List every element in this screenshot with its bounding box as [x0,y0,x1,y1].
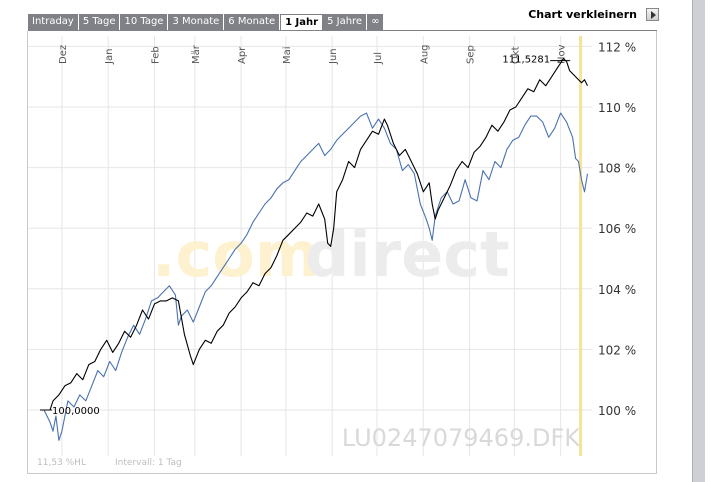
x-axis-labels: Dez Jan Feb Mär Apr Mai Jun Jul Aug Sep Okt Nov [58,44,568,65]
y-tick-label: 100 % [598,404,636,418]
y-tick-label: 104 % [598,283,636,297]
x-tick-label: Jun [328,48,339,65]
x-tick-label: Jul [373,52,384,65]
interval-info: Intervall: 1 Tag [115,458,182,468]
y-tick-label: 110 % [598,101,636,115]
watermark-direct: direct [305,218,510,291]
start-value-label: 100,0000 [52,406,100,417]
series-line-compare [43,112,589,441]
chart-frame [27,31,657,474]
y-tick-label: 112 % [598,40,636,54]
high-value-label: 111,5281 [502,55,550,66]
shrink-chart-label[interactable]: Chart verkleinern [528,8,637,21]
isin-watermark: LU0247079469.DFK [342,424,581,452]
x-tick-label: Aug [419,44,430,64]
chart-series [43,57,589,441]
tab-7[interactable]: ∞ [367,14,385,30]
page-scrollbar[interactable] [692,0,705,482]
tab-4[interactable]: 6 Monate [224,14,281,30]
tab-2[interactable]: 10 Tage [120,14,169,30]
chart-grid [28,36,592,456]
tab-1[interactable]: 5 Tage [78,14,121,30]
x-tick-label: Mär [191,44,202,64]
x-tick-label: Sep [466,45,477,64]
tab-0[interactable]: Intraday [28,14,79,30]
y-tick-label: 106 % [598,222,636,236]
tab-divider-line [28,30,657,31]
x-tick-label: Feb [150,46,161,64]
x-tick-label: Okt [510,46,521,64]
y-tick-label: 102 % [598,343,636,357]
timeframe-tabs: Intraday 5 Tage 10 Tage 3 Monate 6 Monate 1 J… [28,14,385,31]
current-date-marker [579,36,583,456]
x-tick-label: Apr [237,46,248,64]
change-info: 11,53 %HL [37,458,86,468]
x-tick-label: Dez [58,45,69,64]
x-tick-label: Nov [557,44,568,64]
tab-3[interactable]: 3 Monate [168,14,225,30]
shrink-chart-control[interactable]: Chart verkleinern [528,8,659,21]
x-tick-label: Mai [282,46,293,64]
y-axis-labels: 100 % 102 % 104 % 106 % 108 % 110 % 112 % [598,40,636,418]
x-tick-label: Jan [104,49,115,65]
watermark-com: .com [152,218,320,291]
tab-6[interactable]: 5 Jahre [323,14,368,30]
tab-5[interactable]: 1 Jahr [280,14,324,30]
y-tick-label: 108 % [598,162,636,176]
play-arrow-icon[interactable] [646,8,659,21]
series-line-main [44,57,588,411]
value-labels: 100,0000 111,5281 [40,55,571,417]
